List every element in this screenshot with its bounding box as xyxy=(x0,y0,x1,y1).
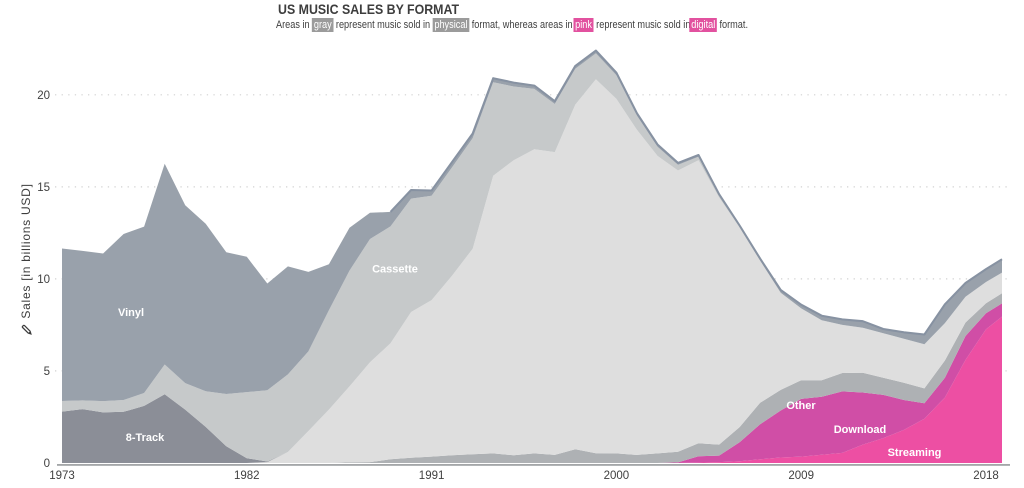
svg-text:1982: 1982 xyxy=(234,470,260,482)
svg-text:10: 10 xyxy=(37,274,50,286)
svg-text:20: 20 xyxy=(37,90,50,102)
svg-text:Vinyl: Vinyl xyxy=(118,307,144,319)
svg-text:1991: 1991 xyxy=(419,470,445,482)
svg-text:1973: 1973 xyxy=(49,470,75,482)
svg-text:2018: 2018 xyxy=(973,470,999,482)
svg-text:Download: Download xyxy=(834,424,887,436)
svg-text:Cassette: Cassette xyxy=(372,264,418,276)
svg-text:Streaming: Streaming xyxy=(888,447,942,459)
svg-text:Other: Other xyxy=(786,400,816,412)
svg-text:0: 0 xyxy=(44,458,50,470)
svg-text:2009: 2009 xyxy=(788,470,814,482)
svg-text:15: 15 xyxy=(37,182,50,194)
svg-text:2000: 2000 xyxy=(604,470,630,482)
svg-text:5: 5 xyxy=(44,366,50,378)
svg-text:8-Track: 8-Track xyxy=(126,432,165,444)
